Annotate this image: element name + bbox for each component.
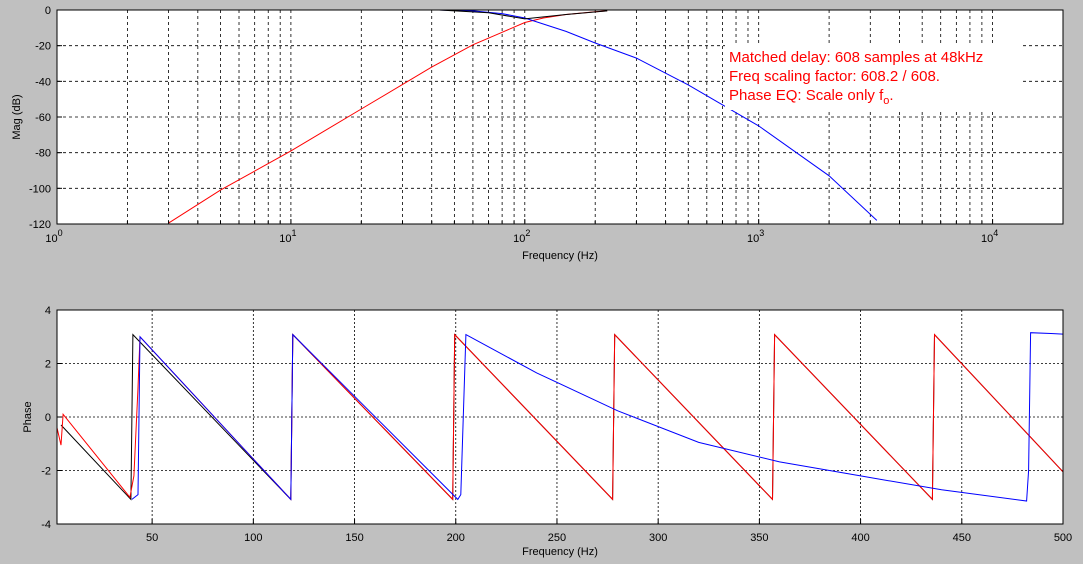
y-tick-label: -80 xyxy=(35,148,51,160)
x-tick-label: 104 xyxy=(981,228,998,245)
annotation-period: . xyxy=(889,87,893,104)
phase-series-blue xyxy=(131,332,1064,502)
y-tick-label: -100 xyxy=(29,183,51,195)
x-tick-label: 400 xyxy=(851,532,869,544)
x-tick-label: 101 xyxy=(279,228,296,245)
y-tick-label: 4 xyxy=(45,305,51,317)
x-tick-label: 102 xyxy=(513,228,530,245)
phase-plot-area xyxy=(57,310,1063,524)
phase-series-red xyxy=(56,333,1064,501)
x-tick-label: 500 xyxy=(1054,532,1072,544)
y-tick-label: -120 xyxy=(29,219,51,231)
y-tick-label: -2 xyxy=(41,466,51,478)
phase-ylabel: Phase xyxy=(22,401,34,432)
x-tick-label: 103 xyxy=(747,228,764,245)
annotation-line-delay: Matched delay: 608 samples at 48kHz xyxy=(729,49,983,66)
x-tick-label: 250 xyxy=(548,532,566,544)
x-tick-label: 350 xyxy=(750,532,768,544)
y-tick-label: 0 xyxy=(45,5,51,17)
annotation-background xyxy=(725,44,1023,110)
x-tick-label: 300 xyxy=(649,532,667,544)
y-tick-label: -60 xyxy=(35,112,51,124)
x-tick-label: 50 xyxy=(146,532,158,544)
magnitude-xlabel: Frequency (Hz) xyxy=(522,250,598,262)
annotation-line-phase-eq: Phase EQ: Scale only fo. xyxy=(729,87,894,107)
phase-xlabel: Frequency (Hz) xyxy=(522,546,598,558)
annotation-phase-eq-text: Phase EQ: Scale only f xyxy=(729,87,884,104)
y-tick-label: -20 xyxy=(35,41,51,53)
x-tick-label: 100 xyxy=(45,228,62,245)
annotation-subscript: o xyxy=(883,95,889,107)
y-tick-label: -4 xyxy=(41,519,51,531)
y-tick-label: -40 xyxy=(35,76,51,88)
magnitude-ylabel: Mag (dB) xyxy=(11,94,23,139)
annotation-line-scaling: Freq scaling factor: 608.2 / 608. xyxy=(729,68,940,85)
x-tick-label: 100 xyxy=(244,532,262,544)
phase-axes: 50 100 150 200 250 300 350 400 450 500 4 2 0 -2 -4 Fre… xyxy=(22,305,1072,558)
y-tick-label: 2 xyxy=(45,359,51,371)
x-tick-label: 200 xyxy=(447,532,465,544)
x-tick-label: 150 xyxy=(345,532,363,544)
annotation-box: Matched delay: 608 samples at 48kHz Freq… xyxy=(725,44,1023,110)
x-tick-label: 450 xyxy=(953,532,971,544)
y-tick-label: 0 xyxy=(45,412,51,424)
magnitude-series-blue xyxy=(439,9,878,221)
magnitude-series-black xyxy=(439,9,608,20)
